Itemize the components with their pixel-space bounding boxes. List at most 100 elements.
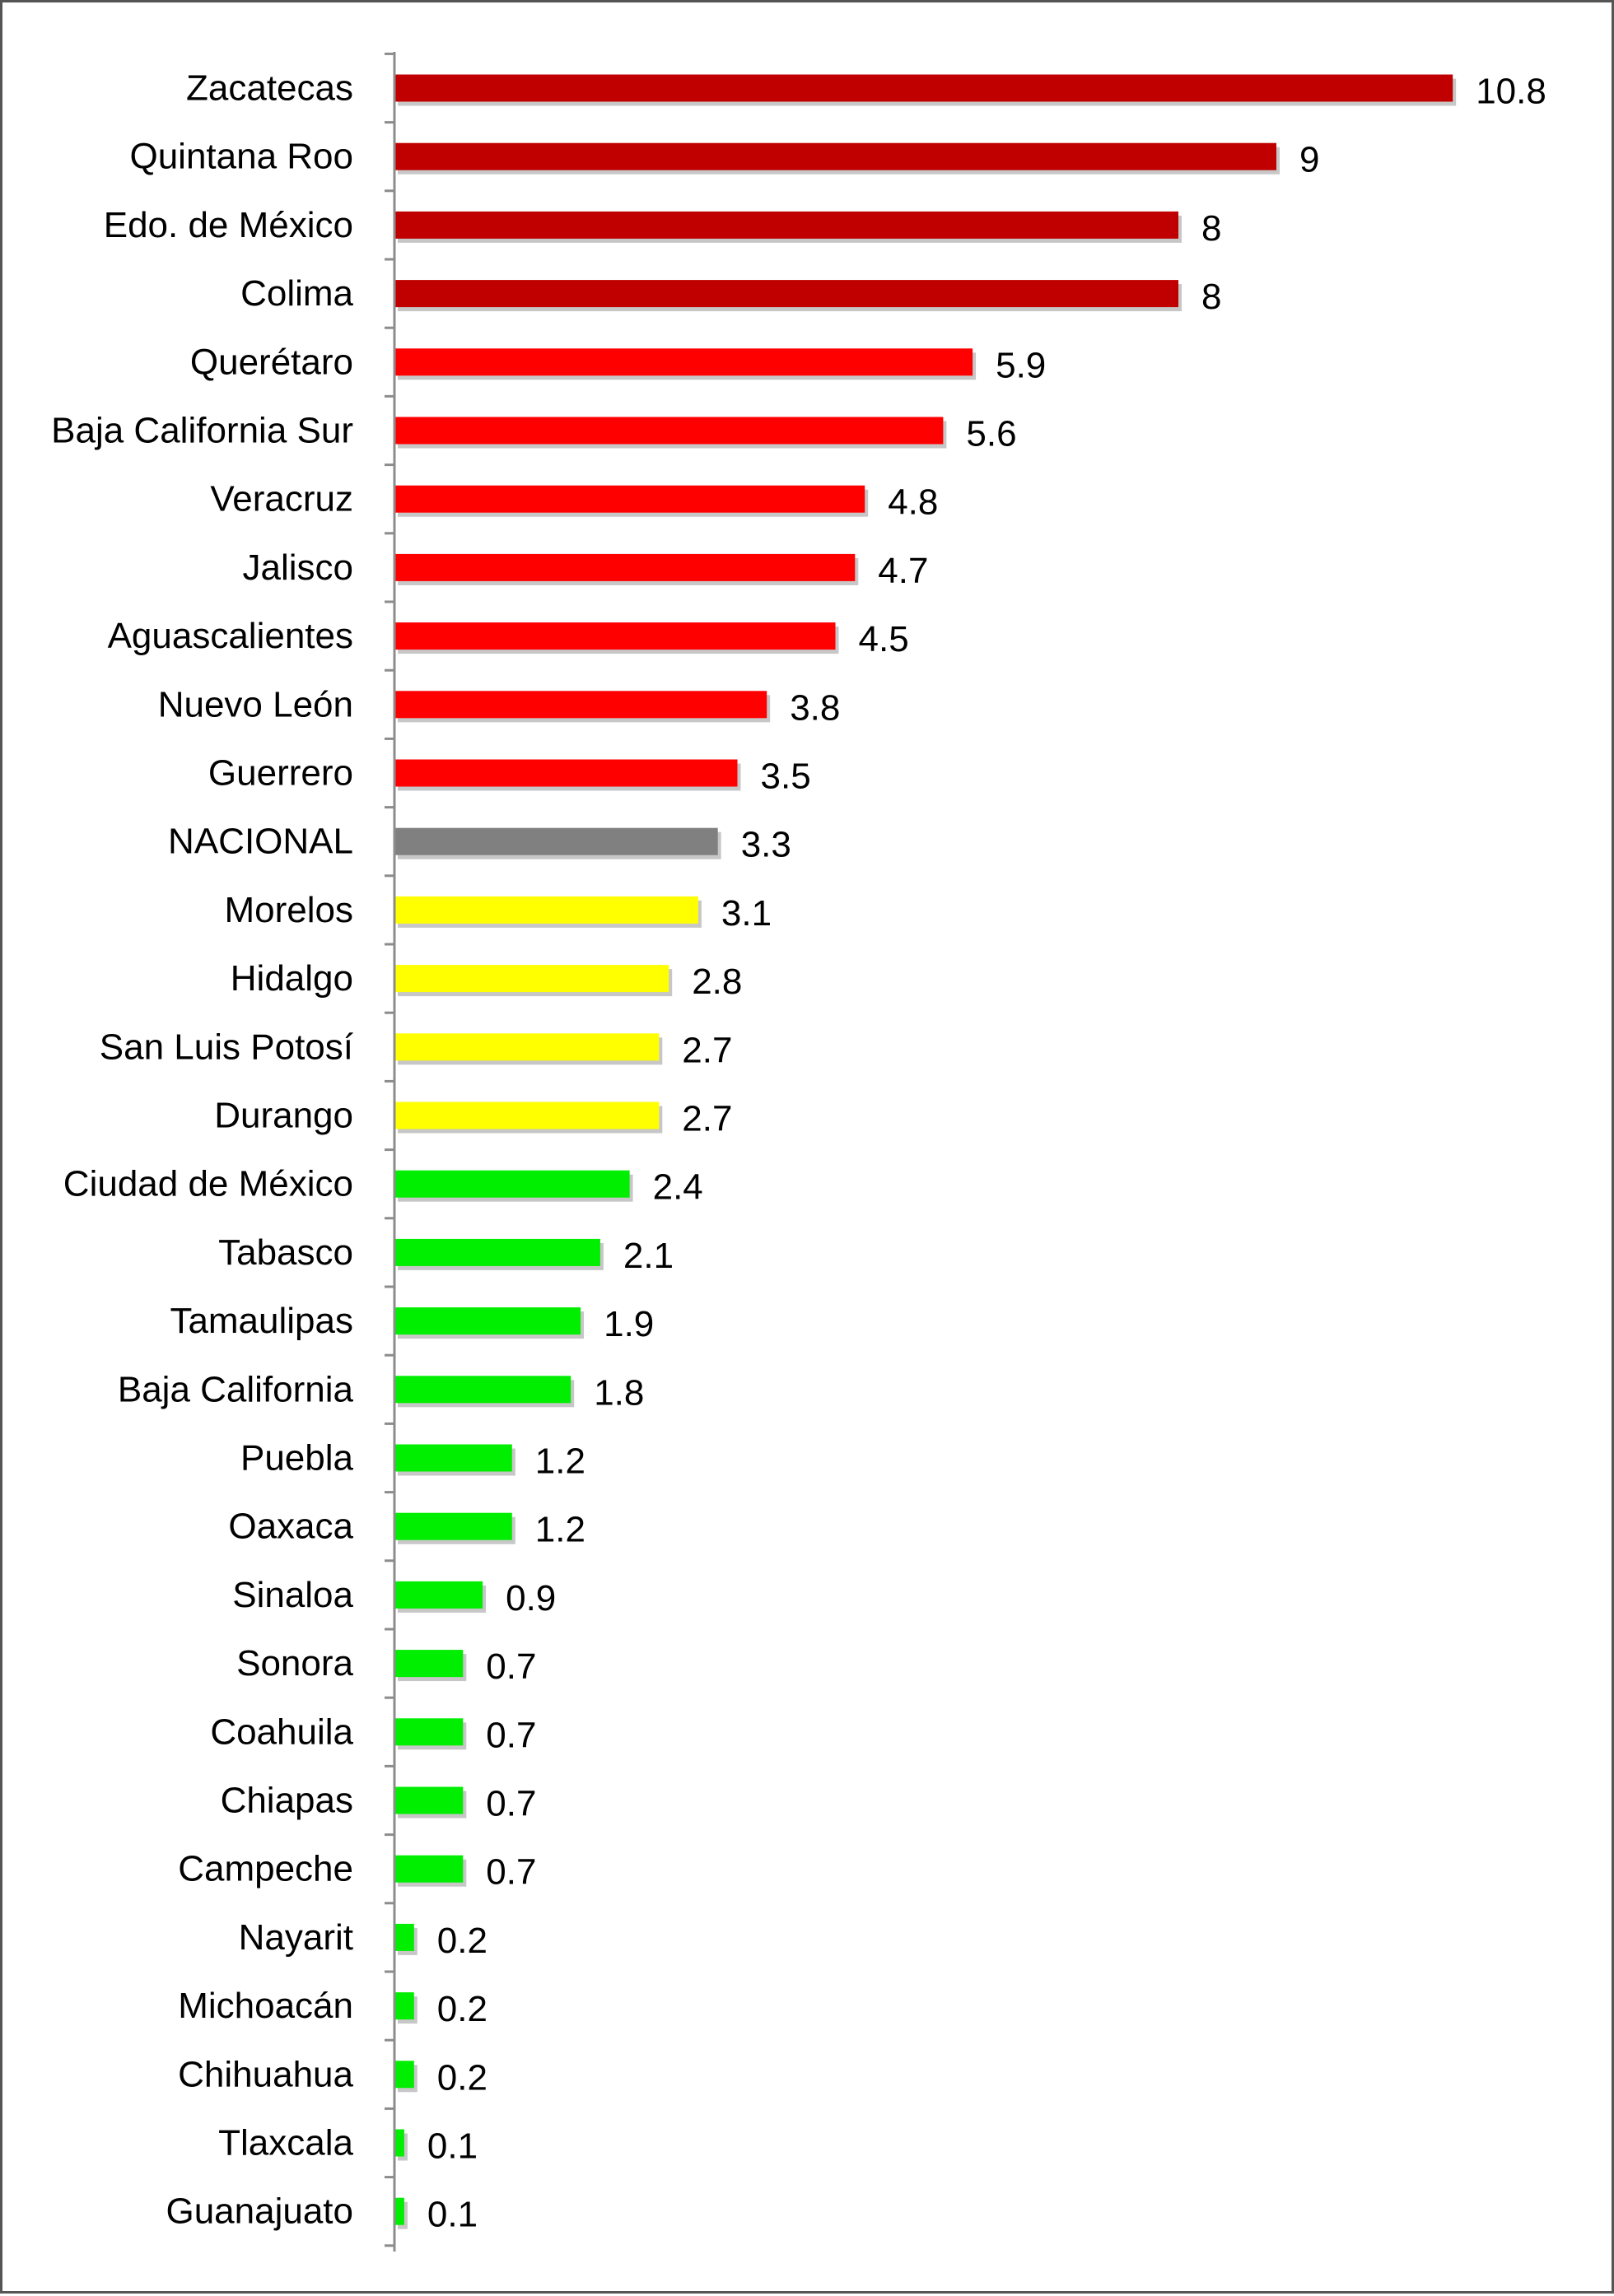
bar-guerrero [394, 759, 738, 787]
category-label-veracruz: Veracruz [210, 479, 353, 519]
value-label-sonora: 0.7 [486, 1646, 536, 1687]
bar-edo-de-mexico [394, 211, 1178, 239]
category-label-oaxaca: Oaxaca [228, 1507, 353, 1547]
category-label-guerrero: Guerrero [208, 753, 353, 794]
bar-coahuila [394, 1718, 464, 1746]
bar-hidalgo [394, 965, 669, 993]
value-label-michoacan: 0.2 [437, 1989, 487, 2029]
bar-nacional [394, 827, 718, 855]
value-label-san-luis-potosi: 2.7 [682, 1030, 732, 1070]
category-label-queretaro: Querétaro [190, 342, 353, 382]
bar-sinaloa [394, 1581, 483, 1609]
category-label-sinaloa: Sinaloa [232, 1575, 353, 1615]
y-axis [385, 52, 396, 2252]
bars-layer [394, 74, 1457, 2229]
category-label-jalisco: Jalisco [243, 547, 354, 588]
category-label-ciudad-de-mexico: Ciudad de México [63, 1164, 353, 1204]
bar-ciudad-de-mexico [394, 1170, 630, 1198]
value-label-nacional: 3.3 [741, 825, 791, 865]
bar-nayarit [394, 1923, 414, 1951]
bar-tamaulipas [394, 1307, 581, 1335]
value-label-coahuila: 0.7 [486, 1715, 536, 1755]
category-label-colima: Colima [240, 273, 353, 314]
value-label-veracruz: 4.8 [888, 482, 938, 523]
value-label-ciudad-de-mexico: 2.4 [653, 1167, 703, 1208]
value-label-guanajuato: 0.1 [427, 2195, 478, 2235]
category-label-puebla: Puebla [240, 1438, 354, 1479]
bar-baja-california-sur [394, 417, 944, 445]
bar-colima [394, 280, 1178, 308]
category-label-chiapas: Chiapas [221, 1781, 353, 1821]
category-label-san-luis-potosi: San Luis Potosí [100, 1027, 354, 1067]
bar-veracruz [394, 485, 865, 513]
bar-chihuahua [394, 2061, 414, 2089]
bar-durango [394, 1101, 660, 1129]
category-label-baja-california-sur: Baja California Sur [51, 411, 353, 451]
value-label-oaxaca: 1.2 [535, 1510, 585, 1550]
bar-morelos [394, 896, 698, 924]
bar-oaxaca [394, 1512, 512, 1540]
value-label-puebla: 1.2 [535, 1441, 585, 1482]
category-label-tlaxcala: Tlaxcala [218, 2123, 353, 2163]
bar-zacatecas [394, 74, 1453, 102]
value-label-nuevo-leon: 3.8 [790, 687, 840, 728]
category-label-tamaulipas: Tamaulipas [170, 1301, 353, 1341]
value-label-chiapas: 0.7 [486, 1784, 536, 1824]
value-label-quintana-roo: 9 [1299, 140, 1319, 180]
value-label-chihuahua: 0.2 [437, 2057, 487, 2098]
value-label-tabasco: 2.1 [623, 1236, 674, 1276]
category-label-zacatecas: Zacatecas [186, 68, 353, 109]
value-label-baja-california: 1.8 [594, 1372, 644, 1413]
bar-michoacan [394, 1992, 414, 2020]
value-label-nayarit: 0.2 [437, 1921, 487, 1961]
value-label-aguascalientes: 4.5 [859, 619, 909, 659]
bar-chiapas [394, 1786, 464, 1814]
category-label-morelos: Morelos [225, 890, 354, 930]
bar-campeche [394, 1855, 464, 1883]
value-label-edo-de-mexico: 8 [1201, 208, 1221, 249]
category-label-guanajuato: Guanajuato [166, 2191, 353, 2232]
value-label-sinaloa: 0.9 [506, 1578, 556, 1618]
labels-layer: Zacatecas 10.8 Quintana Roo 9 Edo. de México… [51, 68, 1546, 2235]
bar-san-luis-potosi [394, 1033, 660, 1061]
bar-sonora [394, 1650, 464, 1678]
bar-quintana-roo [394, 142, 1276, 170]
value-label-zacatecas: 10.8 [1476, 72, 1546, 112]
value-label-tlaxcala: 0.1 [427, 2126, 478, 2167]
category-label-campeche: Campeche [178, 1849, 353, 1889]
category-label-durango: Durango [214, 1096, 353, 1136]
bar-jalisco [394, 553, 856, 581]
bar-tabasco [394, 1238, 600, 1266]
category-label-chihuahua: Chihuahua [178, 2054, 353, 2094]
bar-aguascalientes [394, 622, 836, 650]
category-label-nuevo-leon: Nuevo León [158, 684, 353, 724]
value-label-baja-california-sur: 5.6 [966, 414, 1016, 454]
bar-tlaxcala [394, 2129, 404, 2157]
category-label-sonora: Sonora [236, 1643, 353, 1684]
category-label-nacional: NACIONAL [168, 822, 353, 862]
value-label-campeche: 0.7 [486, 1852, 536, 1893]
category-label-tabasco: Tabasco [218, 1232, 353, 1273]
category-label-baja-california: Baja California [118, 1369, 354, 1409]
value-label-guerrero: 3.5 [761, 757, 811, 797]
value-label-jalisco: 4.7 [878, 551, 928, 591]
value-label-colima: 8 [1201, 277, 1221, 317]
bar-guanajuato [394, 2197, 404, 2225]
value-label-durango: 2.7 [682, 1099, 732, 1139]
value-label-queretaro: 5.9 [996, 345, 1046, 385]
category-label-edo-de-mexico: Edo. de México [104, 205, 353, 245]
value-label-morelos: 3.1 [721, 893, 772, 934]
category-label-coahuila: Coahuila [210, 1712, 353, 1752]
category-label-nayarit: Nayarit [239, 1917, 353, 1958]
category-label-michoacan: Michoacán [178, 1986, 353, 2026]
value-label-tamaulipas: 1.9 [604, 1304, 654, 1344]
bar-baja-california [394, 1376, 571, 1404]
bar-nuevo-leon [394, 691, 767, 719]
bar-queretaro [394, 348, 973, 376]
bar-puebla [394, 1444, 512, 1472]
value-label-hidalgo: 2.8 [692, 962, 742, 1002]
category-label-quintana-roo: Quintana Roo [129, 137, 353, 177]
category-label-hidalgo: Hidalgo [231, 958, 353, 999]
